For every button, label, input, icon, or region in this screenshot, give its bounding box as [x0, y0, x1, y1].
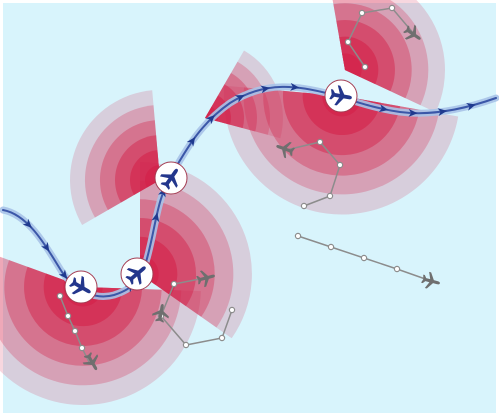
waypoint-dot-icon: [71, 327, 79, 335]
waypoint-dot-icon: [344, 38, 352, 46]
waypoint-dot-icon: [327, 243, 335, 251]
conflict-zone-ring: [339, 36, 379, 85]
conflict-zone-f: [332, 0, 445, 113]
waypoint-dot-icon: [388, 4, 396, 12]
waypoint-dot-icon: [336, 161, 344, 169]
waypoint-dot-icon: [393, 265, 401, 273]
conflict-zone-ring: [342, 53, 362, 77]
sky-background: [3, 3, 496, 413]
waypoint-dot-icon: [300, 202, 308, 210]
waypoint-dot-icon: [182, 341, 190, 349]
waypoint-dot-icon: [218, 334, 226, 342]
conflict-zone-ring: [332, 0, 445, 113]
conflict-zone-e: [223, 85, 459, 215]
other-aircraft-tracks: [56, 4, 432, 363]
own-aircraft-positions: [64, 79, 358, 304]
waypoint-dot-icon: [56, 292, 64, 300]
conflict-zone-ring: [223, 85, 459, 215]
own-aircraft-marker: [154, 161, 188, 195]
conflict-zone-ring: [333, 3, 412, 99]
waypoint-dot-icon: [170, 280, 178, 288]
waypoint-dot-icon: [78, 344, 86, 352]
waypoint-dot-icon: [360, 254, 368, 262]
waypoint-dot-icon: [326, 192, 334, 200]
waypoint-dot-icon: [228, 306, 236, 314]
own-aircraft-marker: [64, 270, 98, 304]
own-aircraft-marker: [324, 79, 358, 113]
other-aircraft-track: [160, 277, 233, 346]
waypoint-dot-icon: [316, 138, 324, 146]
waypoint-dot-icon: [361, 63, 369, 71]
waypoint-dot-icon: [64, 312, 72, 320]
conflict-zone-ring: [243, 87, 439, 195]
conflict-zone-ring: [140, 199, 215, 317]
conflict-zones: [0, 0, 459, 405]
conflict-zone-ring: [140, 180, 234, 328]
conflict-zone-b: [70, 90, 160, 225]
conflict-zone-ring: [332, 0, 429, 106]
waypoint-dot-icon: [358, 9, 366, 17]
conflict-zone-ring: [140, 162, 252, 339]
waypoint-dot-icon: [294, 232, 302, 240]
own-aircraft-marker: [120, 257, 154, 291]
